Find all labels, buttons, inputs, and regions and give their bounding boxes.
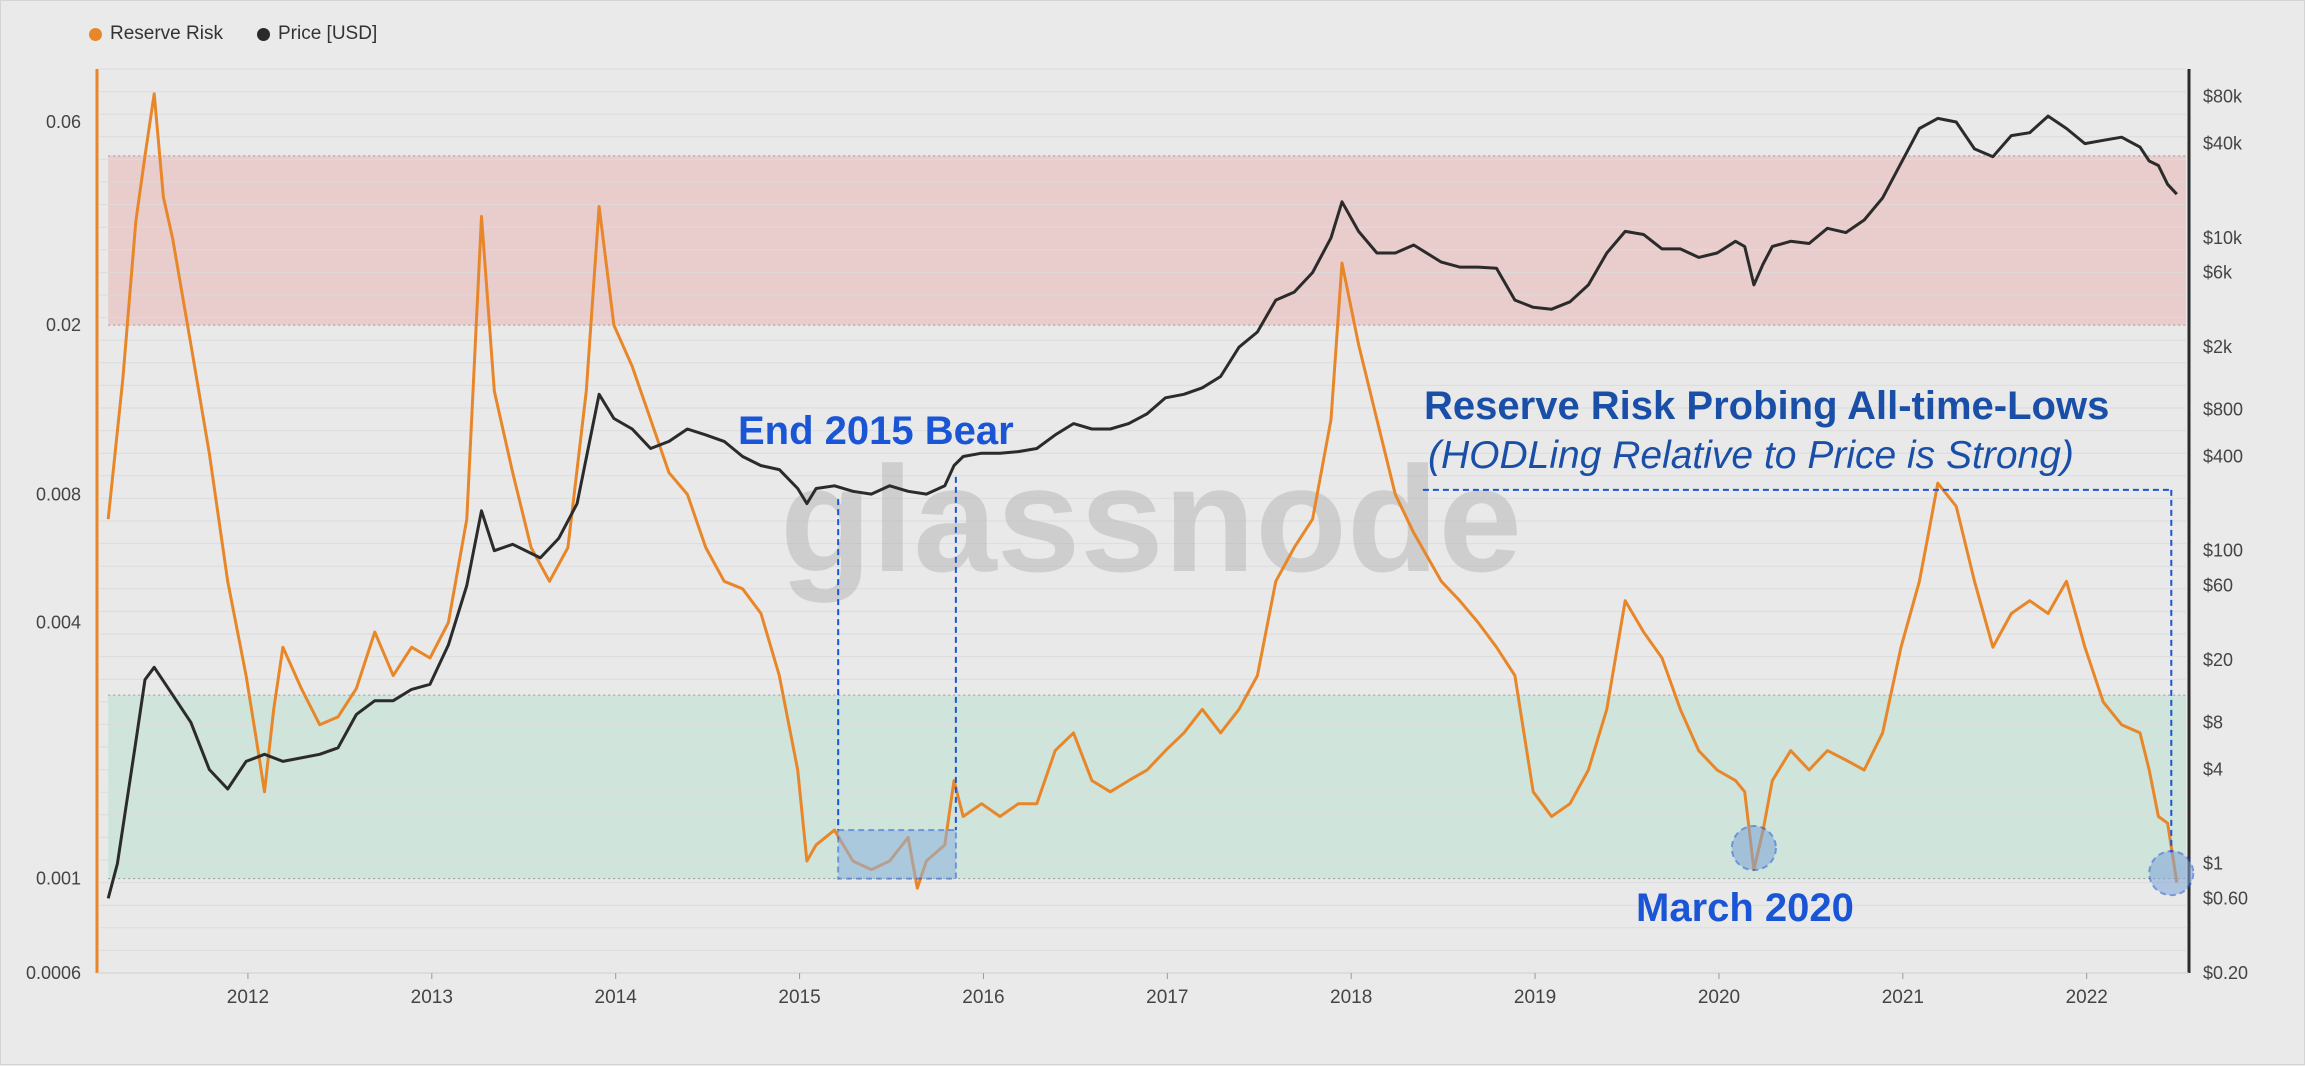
- left-axis-tick-label: 0.008: [36, 484, 81, 504]
- low-risk-band: [108, 695, 2186, 879]
- price-swatch-icon: [256, 27, 270, 41]
- x-axis-tick-label: 2022: [2066, 987, 2108, 1008]
- x-axis-tick-label: 2015: [778, 987, 820, 1008]
- series-layer: [106, 92, 2179, 899]
- right-axis-tick-label: $10k: [2203, 228, 2243, 248]
- left-axis-tick-label: 0.004: [36, 612, 81, 632]
- reserve-risk-title: Reserve Risk Probing All-time-Lows: [1424, 384, 2109, 428]
- right-axis-tick-label: $100: [2203, 541, 2243, 561]
- left-axis-tick-label: 0.0006: [26, 963, 81, 983]
- right-axis-tick-label: $400: [2203, 447, 2243, 467]
- left-axis-tick-label: 0.02: [46, 315, 81, 335]
- axes-layer: 0.06 0.02 0.008 0.004 0.001 0.0006 $80k $40k $10…: [26, 69, 2248, 1008]
- x-axis-tick-label: 2021: [1882, 987, 1924, 1008]
- x-axis-tick-label: 2020: [1698, 987, 1740, 1008]
- legend-item-price[interactable]: Price [USD]: [256, 23, 378, 45]
- right-axis-tick-label: $1: [2203, 854, 2223, 874]
- right-axis-tick-label: $0.20: [2203, 963, 2248, 983]
- legend-label-price: Price [USD]: [277, 23, 378, 44]
- march-2020-marker: [1730, 825, 1777, 872]
- x-axis-tick-label: 2012: [227, 987, 269, 1008]
- right-axis-tick-label: $6k: [2203, 263, 2233, 283]
- legend-label-reserve-risk: Reserve Risk: [110, 23, 223, 44]
- end-2015-bear-box: [837, 829, 957, 880]
- right-axis-tick-label: $60: [2203, 575, 2233, 595]
- reserve-risk-line: [106, 92, 2179, 890]
- left-axis-tick-label: 0.001: [36, 869, 81, 889]
- legend-item-reserve-risk[interactable]: Reserve Risk: [89, 23, 223, 45]
- right-axis-tick-label: $8: [2203, 712, 2223, 732]
- left-axis-tick-label: 0.06: [46, 112, 81, 132]
- x-axis-tick-label: 2019: [1514, 987, 1556, 1008]
- watermark: glassnode: [780, 435, 1522, 603]
- legend: Reserve Risk Price [USD]: [89, 23, 377, 45]
- right-axis-tick-label: $2k: [2203, 337, 2233, 357]
- x-axis-tick-label: 2016: [962, 987, 1004, 1008]
- right-axis-tick-label: $20: [2203, 650, 2233, 670]
- right-axis-tick-label: $80k: [2203, 87, 2243, 107]
- right-axis-tick-label: $0.60: [2203, 888, 2248, 908]
- end-2015-bear-label: End 2015 Bear: [738, 409, 1014, 453]
- current-low-marker: [2148, 850, 2195, 897]
- x-axis-tick-label: 2014: [595, 987, 638, 1008]
- annotations-layer: [837, 476, 2195, 897]
- march-2020-label: March 2020: [1636, 886, 1854, 930]
- x-axis-tick-label: 2018: [1330, 987, 1372, 1008]
- x-axis-tick-label: 2013: [411, 987, 453, 1008]
- high-risk-band: [108, 155, 2186, 326]
- right-axis-tick-label: $800: [2203, 399, 2243, 419]
- price-line: [106, 114, 2178, 899]
- right-axis-tick-label: $40k: [2203, 134, 2243, 154]
- reserve-risk-subtitle: (HODLing Relative to Price is Strong): [1428, 434, 2074, 477]
- right-axis-tick-label: $4: [2203, 759, 2223, 779]
- x-axis-tick-label: 2017: [1146, 987, 1188, 1008]
- reserve-risk-swatch-icon: [89, 27, 102, 41]
- grid-layer: [99, 68, 2186, 974]
